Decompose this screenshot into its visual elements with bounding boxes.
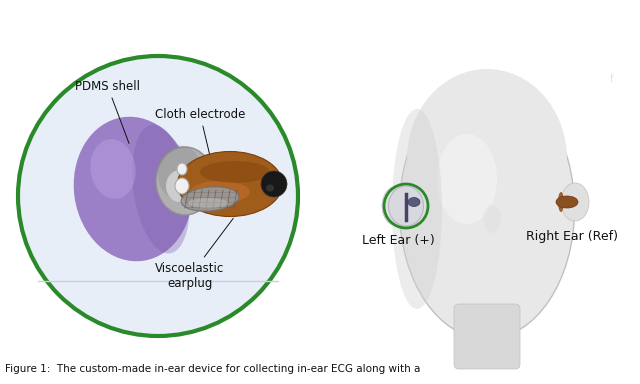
Text: Cloth electrode: Cloth electrode: [155, 108, 245, 195]
Ellipse shape: [166, 170, 194, 202]
Ellipse shape: [561, 183, 589, 221]
Ellipse shape: [483, 205, 501, 233]
Ellipse shape: [392, 109, 442, 309]
Text: Left Ear (+): Left Ear (+): [362, 234, 435, 247]
Ellipse shape: [90, 139, 136, 199]
Text: Viscoelastic
earplug: Viscoelastic earplug: [156, 218, 234, 290]
Text: Figure 1:  The custom-made in-ear device for collecting in-ear ECG along with a: Figure 1: The custom-made in-ear device …: [5, 364, 420, 374]
Circle shape: [18, 56, 298, 336]
Ellipse shape: [399, 79, 575, 339]
Ellipse shape: [200, 161, 270, 183]
Ellipse shape: [382, 186, 412, 226]
Ellipse shape: [175, 178, 189, 194]
Ellipse shape: [188, 198, 228, 208]
Ellipse shape: [388, 186, 424, 226]
Ellipse shape: [181, 187, 239, 211]
Ellipse shape: [157, 146, 202, 200]
FancyBboxPatch shape: [454, 304, 520, 369]
Ellipse shape: [556, 196, 578, 208]
Ellipse shape: [190, 181, 250, 203]
Ellipse shape: [261, 171, 287, 197]
Text: f: f: [610, 74, 613, 84]
Ellipse shape: [408, 197, 420, 207]
Ellipse shape: [558, 192, 564, 212]
Text: Right Ear (Ref): Right Ear (Ref): [526, 230, 618, 243]
Ellipse shape: [437, 134, 497, 224]
Ellipse shape: [177, 163, 187, 175]
Ellipse shape: [407, 69, 567, 249]
Ellipse shape: [132, 124, 189, 253]
Ellipse shape: [177, 152, 282, 217]
Text: PDMS shell: PDMS shell: [75, 79, 140, 143]
Ellipse shape: [156, 147, 214, 215]
Ellipse shape: [74, 117, 192, 261]
Ellipse shape: [266, 184, 274, 192]
